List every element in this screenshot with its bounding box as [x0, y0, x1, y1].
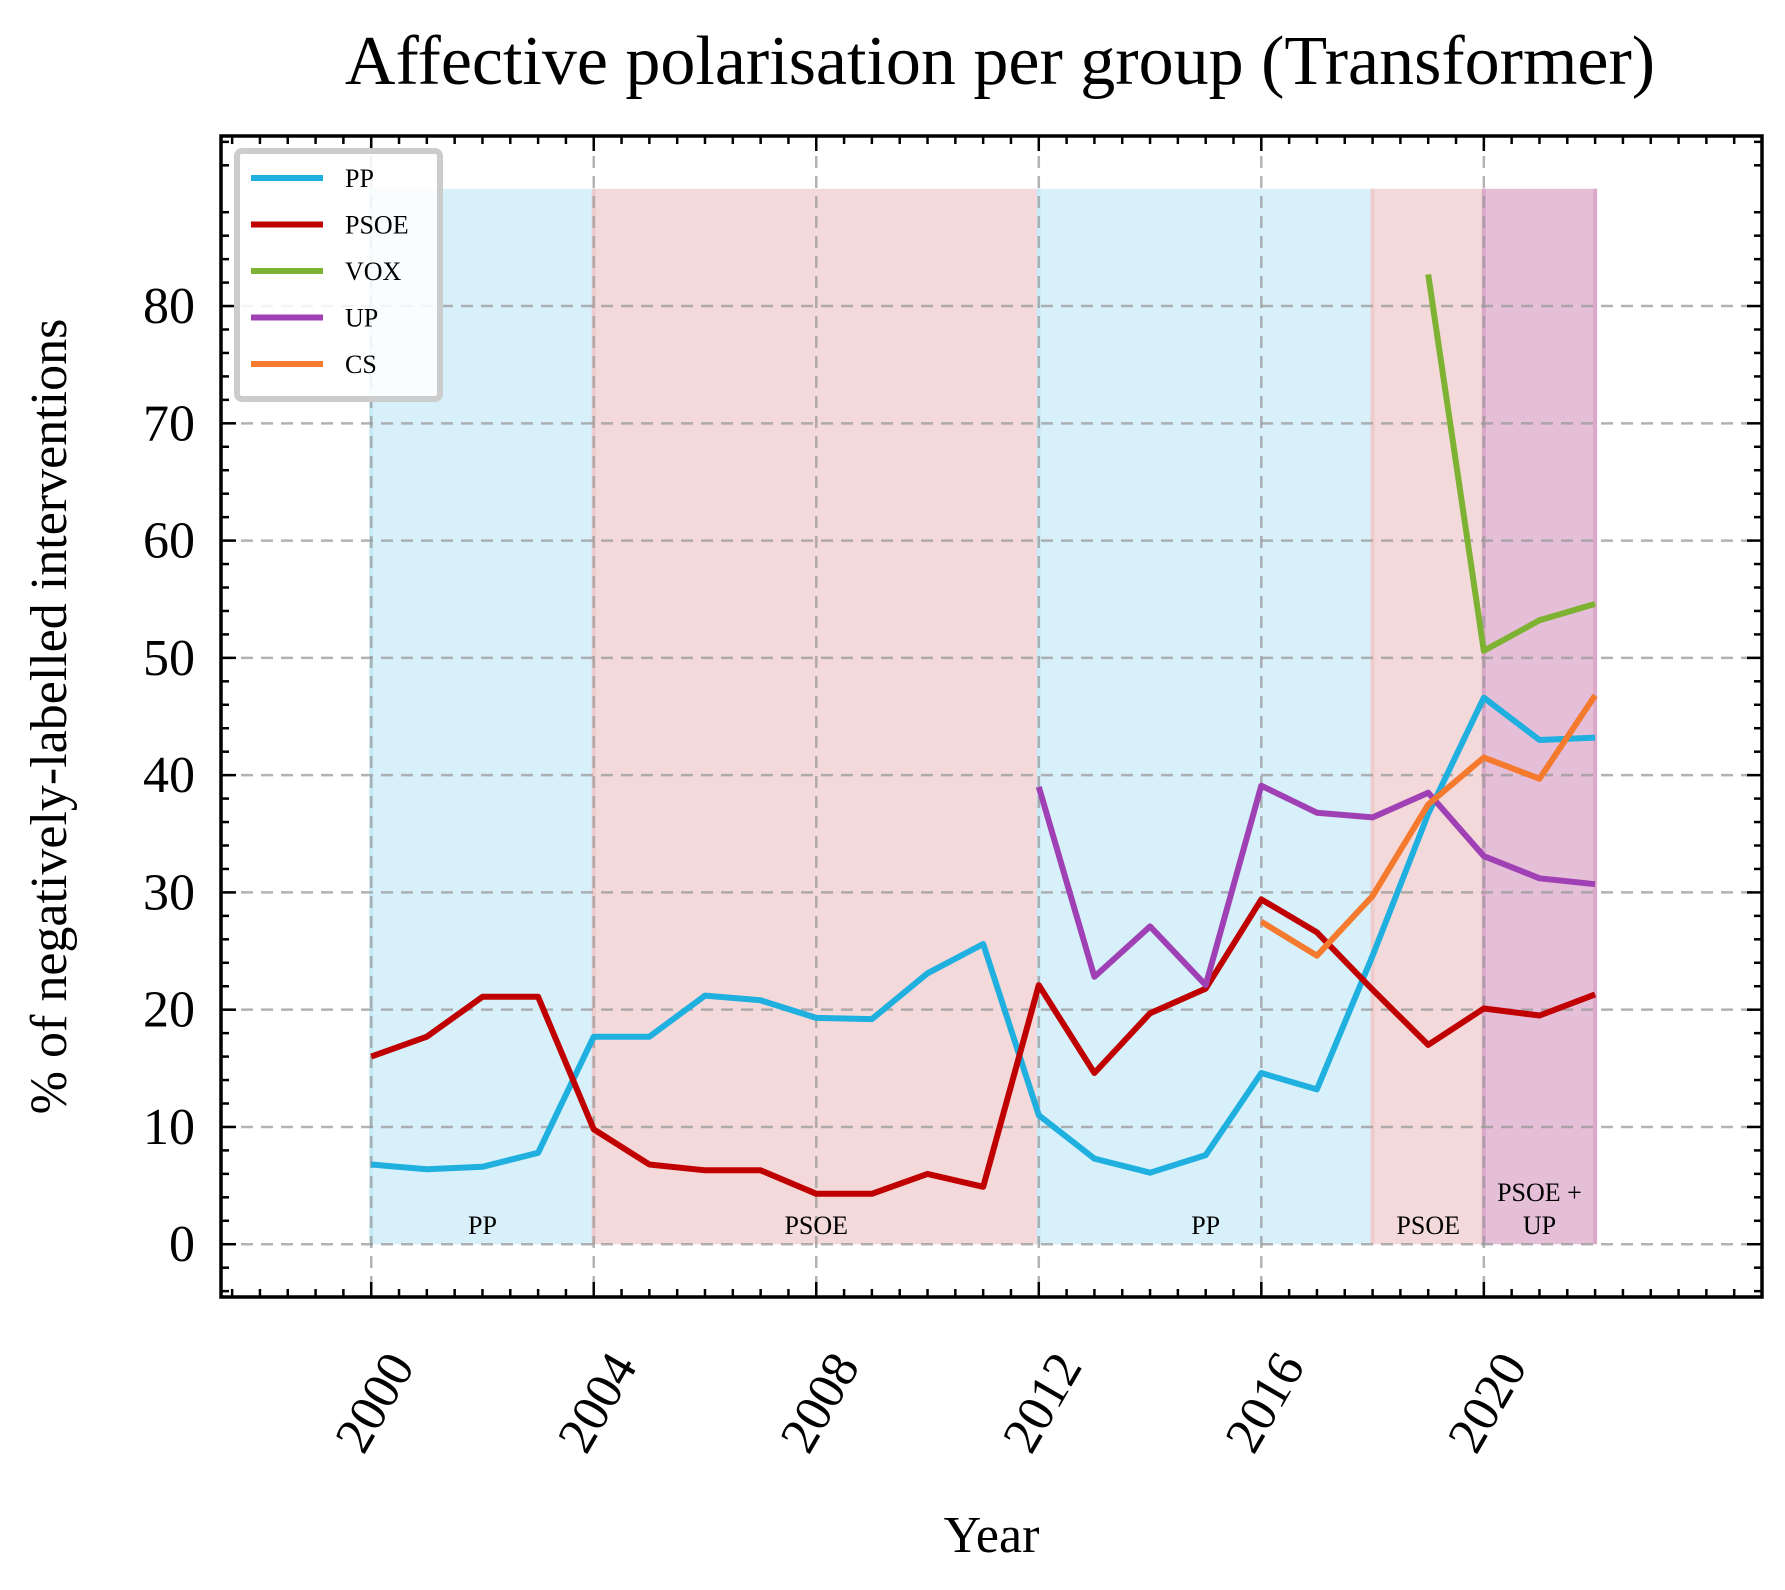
band-label-0: PP: [468, 1211, 497, 1240]
band-label-line: PSOE +: [1497, 1178, 1582, 1207]
plot-area: PP PSOE PP PSOE PSOE + UP: [219, 134, 1764, 1299]
band-label-line: PSOE: [784, 1211, 848, 1240]
legend-item-psoe: PSOE: [251, 211, 409, 240]
series-line-vox: [1425, 273, 1596, 654]
x-tick-label: 2016: [1215, 1343, 1316, 1462]
legend-label-psoe: PSOE: [345, 211, 409, 240]
band-label-2: PP: [1191, 1211, 1220, 1240]
legend-label-vox: VOX: [345, 257, 402, 286]
y-tick-label: 40: [143, 747, 195, 804]
y-axis-label: % of negatively-labelled interventions: [21, 319, 78, 1115]
legend-label-cs: CS: [345, 350, 377, 379]
y-tick-label: 80: [143, 278, 195, 335]
band-label-line: PSOE: [1396, 1211, 1460, 1240]
x-tick-label: 2012: [992, 1343, 1093, 1462]
chart-title: Affective polarisation per group (Transf…: [345, 23, 1655, 100]
band-label-4: PSOE + UP: [1497, 1178, 1582, 1240]
government-bands: [369, 188, 1598, 1245]
legend-box: [234, 148, 443, 402]
grid-lines: [221, 136, 1762, 1297]
series-line-cs: [1259, 693, 1598, 959]
band-label-3: PSOE: [1396, 1211, 1460, 1240]
y-tick-label: 70: [143, 395, 195, 452]
band-label-line: UP: [1523, 1211, 1556, 1240]
y-tick-label: 60: [143, 513, 195, 570]
band-label-line: PP: [468, 1211, 497, 1240]
legend-label-pp: PP: [345, 164, 374, 193]
band-label-1: PSOE: [784, 1211, 848, 1240]
x-axis-label: Year: [944, 1507, 1040, 1564]
x-tick-label: 2008: [770, 1343, 871, 1462]
y-tick-label: 50: [143, 630, 195, 687]
legend-item-cs: CS: [251, 350, 377, 379]
x-axis-tick-labels: 2000 2004 2008 2012 2016 2020: [325, 1343, 1539, 1462]
y-tick-label: 10: [143, 1099, 195, 1156]
legend-item-pp: PP: [251, 164, 374, 193]
band-label-line: PP: [1191, 1211, 1220, 1240]
legend-item-vox: VOX: [251, 257, 402, 286]
series-line-pp: [370, 694, 1596, 1176]
series-lines: [370, 273, 1598, 1197]
x-tick-label: 2004: [547, 1343, 648, 1462]
legend-item-up: UP: [251, 304, 378, 333]
y-axis-tick-labels: 0 10 20 30 40 50 60 70 80: [143, 278, 195, 1273]
band-psoe-up-4: [1483, 188, 1596, 1245]
band-pp-2: [1038, 188, 1373, 1245]
y-tick-label: 0: [169, 1216, 195, 1273]
y-tick-label: 20: [143, 982, 195, 1039]
y-tick-label: 30: [143, 864, 195, 921]
x-tick-label: 2020: [1437, 1343, 1538, 1462]
x-tick-label: 2000: [325, 1343, 426, 1462]
series-line-psoe: [370, 896, 1597, 1197]
legend-label-up: UP: [345, 304, 378, 333]
axis-ticks: [221, 136, 1764, 1297]
legend: PP PSOE VOX UP CS: [234, 148, 443, 402]
band-labels: PP PSOE PP PSOE PSOE + UP: [468, 1178, 1582, 1240]
band-psoe-3: [1372, 188, 1484, 1245]
series-line-up: [1035, 782, 1596, 989]
plot-frame: [219, 134, 1764, 1299]
